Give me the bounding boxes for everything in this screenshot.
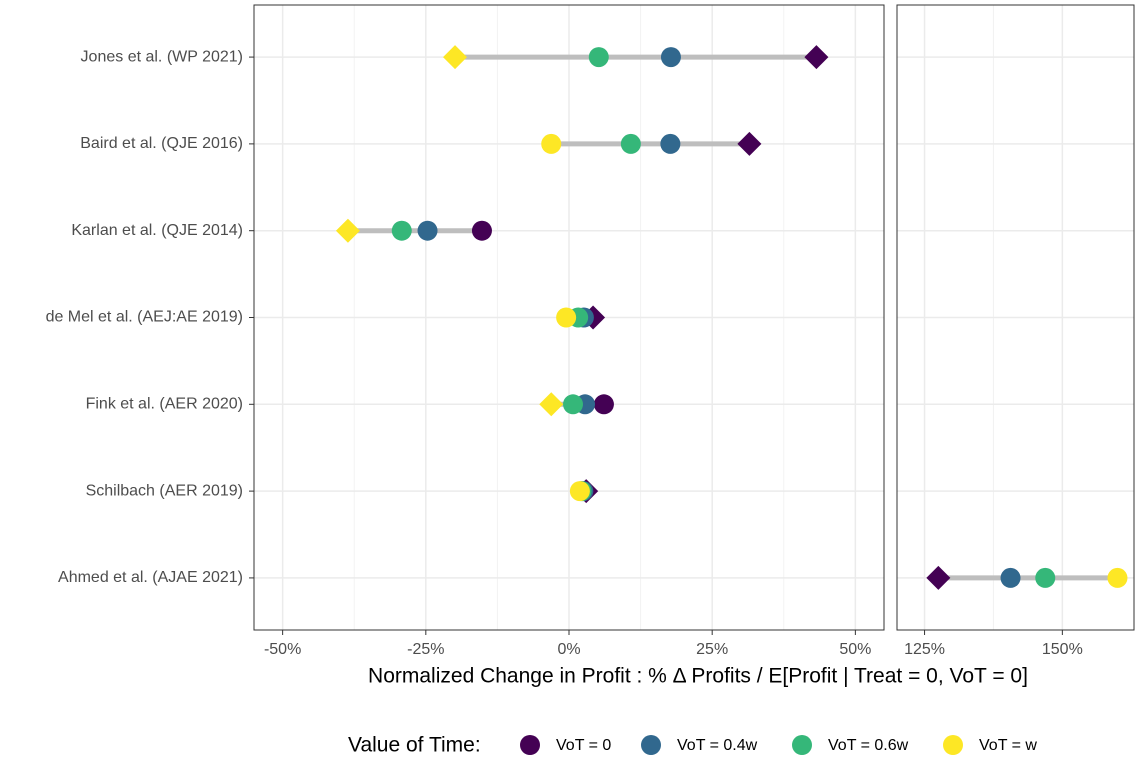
diamond-marker: [737, 131, 762, 156]
dot-marker: [471, 220, 492, 241]
y-tick-label: Ahmed et al. (AJAE 2021): [58, 569, 243, 586]
dot-marker: [556, 307, 577, 328]
x-tick-label: 150%: [1042, 641, 1083, 658]
x-tick-label: -25%: [407, 641, 444, 658]
y-tick-label: Karlan et al. (QJE 2014): [71, 222, 243, 239]
legend-label: VoT = 0.4w: [677, 737, 758, 754]
dot-marker: [660, 133, 681, 154]
dot-marker: [593, 394, 614, 415]
y-tick-label: Schilbach (AER 2019): [86, 482, 243, 499]
dot-marker: [1035, 567, 1056, 588]
diamond-marker: [443, 45, 468, 70]
dot-marker: [563, 394, 584, 415]
legend-marker: [641, 735, 661, 755]
dot-marker: [541, 133, 562, 154]
dot-marker: [417, 220, 438, 241]
diamond-marker: [926, 565, 951, 590]
dot-marker: [569, 481, 590, 502]
dot-marker: [620, 133, 641, 154]
y-tick-label: Jones et al. (WP 2021): [81, 48, 243, 65]
legend-title: Value of Time:: [348, 734, 481, 757]
x-tick-label: 0%: [557, 641, 580, 658]
dot-marker: [391, 220, 412, 241]
x-tick-label: 25%: [696, 641, 728, 658]
legend-marker: [520, 735, 540, 755]
legend-marker: [943, 735, 963, 755]
y-tick-label: Baird et al. (QJE 2016): [80, 135, 243, 152]
diamond-marker: [335, 218, 360, 243]
dot-marker: [1107, 567, 1128, 588]
y-tick-label: Fink et al. (AER 2020): [86, 396, 243, 413]
dot-marker: [1000, 567, 1021, 588]
y-tick-label: de Mel et al. (AEJ:AE 2019): [46, 309, 243, 326]
x-tick-label: 50%: [839, 641, 871, 658]
x-axis-label: Normalized Change in Profit : % Δ Profit…: [368, 665, 1028, 688]
diamond-marker: [539, 392, 564, 417]
legend-label: VoT = w: [979, 737, 1037, 754]
dot-marker: [588, 47, 609, 68]
x-tick-label: -50%: [264, 641, 301, 658]
legend-marker: [792, 735, 812, 755]
legend-label: VoT = 0.6w: [828, 737, 909, 754]
x-tick-label: 125%: [904, 641, 945, 658]
legend-label: VoT = 0: [556, 737, 611, 754]
dot-marker: [660, 47, 681, 68]
panel-border: [896, 4, 1135, 631]
diamond-marker: [804, 45, 829, 70]
